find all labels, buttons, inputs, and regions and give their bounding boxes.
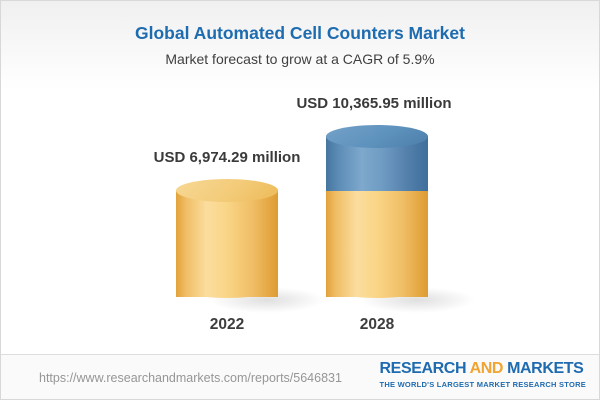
chart-subtitle: Market forecast to grow at a CAGR of 5.9…	[165, 51, 435, 67]
research-and-markets-logo: RESEARCH AND MARKETS THE WORLD'S LARGEST…	[380, 360, 586, 389]
cylinder-2022-top-ellipse	[176, 179, 278, 202]
bar-cylinder-2028	[326, 125, 428, 311]
footer-bar: https://www.researchandmarkets.com/repor…	[1, 354, 599, 399]
bar-cylinder-2022	[176, 179, 278, 311]
logo-tagline: THE WORLD'S LARGEST MARKET RESEARCH STOR…	[379, 380, 586, 389]
value-label-2028: USD 10,365.95 million	[296, 95, 452, 112]
chart-title: Global Automated Cell Counters Market	[135, 23, 465, 43]
value-label-2022: USD 6,974.29 million	[153, 149, 301, 166]
cylinder-2028-base-segment	[326, 191, 428, 297]
logo-word-and: AND	[469, 360, 504, 377]
cylinder-2022-body	[176, 190, 278, 297]
x-axis-label-2028: 2028	[359, 316, 395, 333]
top-gradient-background	[1, 1, 599, 91]
logo-word-research: RESEARCH	[379, 360, 467, 377]
report-url: https://www.researchandmarkets.com/repor…	[39, 371, 342, 385]
logo-word-markets: MARKETS	[507, 360, 584, 377]
x-axis-label-2022: 2022	[209, 316, 245, 333]
logo-wordmark: RESEARCH AND MARKETS	[380, 360, 584, 378]
cylinder-2028-top-ellipse	[326, 125, 428, 148]
